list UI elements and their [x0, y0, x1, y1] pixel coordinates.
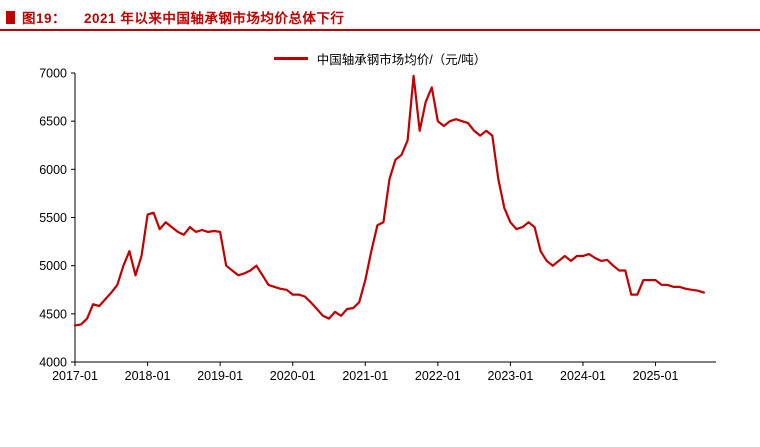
svg-text:2023-01: 2023-01 — [487, 369, 533, 383]
svg-text:5500: 5500 — [39, 211, 67, 225]
svg-text:6000: 6000 — [39, 163, 67, 177]
svg-text:6500: 6500 — [39, 115, 67, 129]
svg-text:5000: 5000 — [39, 259, 67, 273]
svg-text:2020-01: 2020-01 — [270, 369, 316, 383]
svg-text:7000: 7000 — [39, 67, 67, 81]
svg-text:4500: 4500 — [39, 307, 67, 321]
svg-text:2025-01: 2025-01 — [633, 369, 679, 383]
figure-number: 图19： — [22, 11, 67, 26]
svg-text:4000: 4000 — [39, 356, 67, 370]
figure-title: 2021 年以来中国轴承钢市场均价总体下行 — [84, 11, 345, 26]
svg-text:2022-01: 2022-01 — [415, 369, 461, 383]
chart-legend: 中国轴承钢市场均价/（元/吨） — [0, 50, 760, 67]
svg-text:2019-01: 2019-01 — [197, 369, 243, 383]
legend-series-label: 中国轴承钢市场均价/（元/吨） — [316, 52, 487, 67]
svg-text:2018-01: 2018-01 — [125, 369, 171, 383]
header-divider — [0, 29, 760, 31]
figure-header: 图19： 2021 年以来中国轴承钢市场均价总体下行 — [6, 7, 344, 27]
svg-text:2024-01: 2024-01 — [560, 369, 606, 383]
svg-text:2017-01: 2017-01 — [52, 369, 98, 383]
figure-marker-icon — [6, 10, 15, 24]
svg-text:2021-01: 2021-01 — [342, 369, 388, 383]
legend-line-swatch — [273, 56, 308, 60]
